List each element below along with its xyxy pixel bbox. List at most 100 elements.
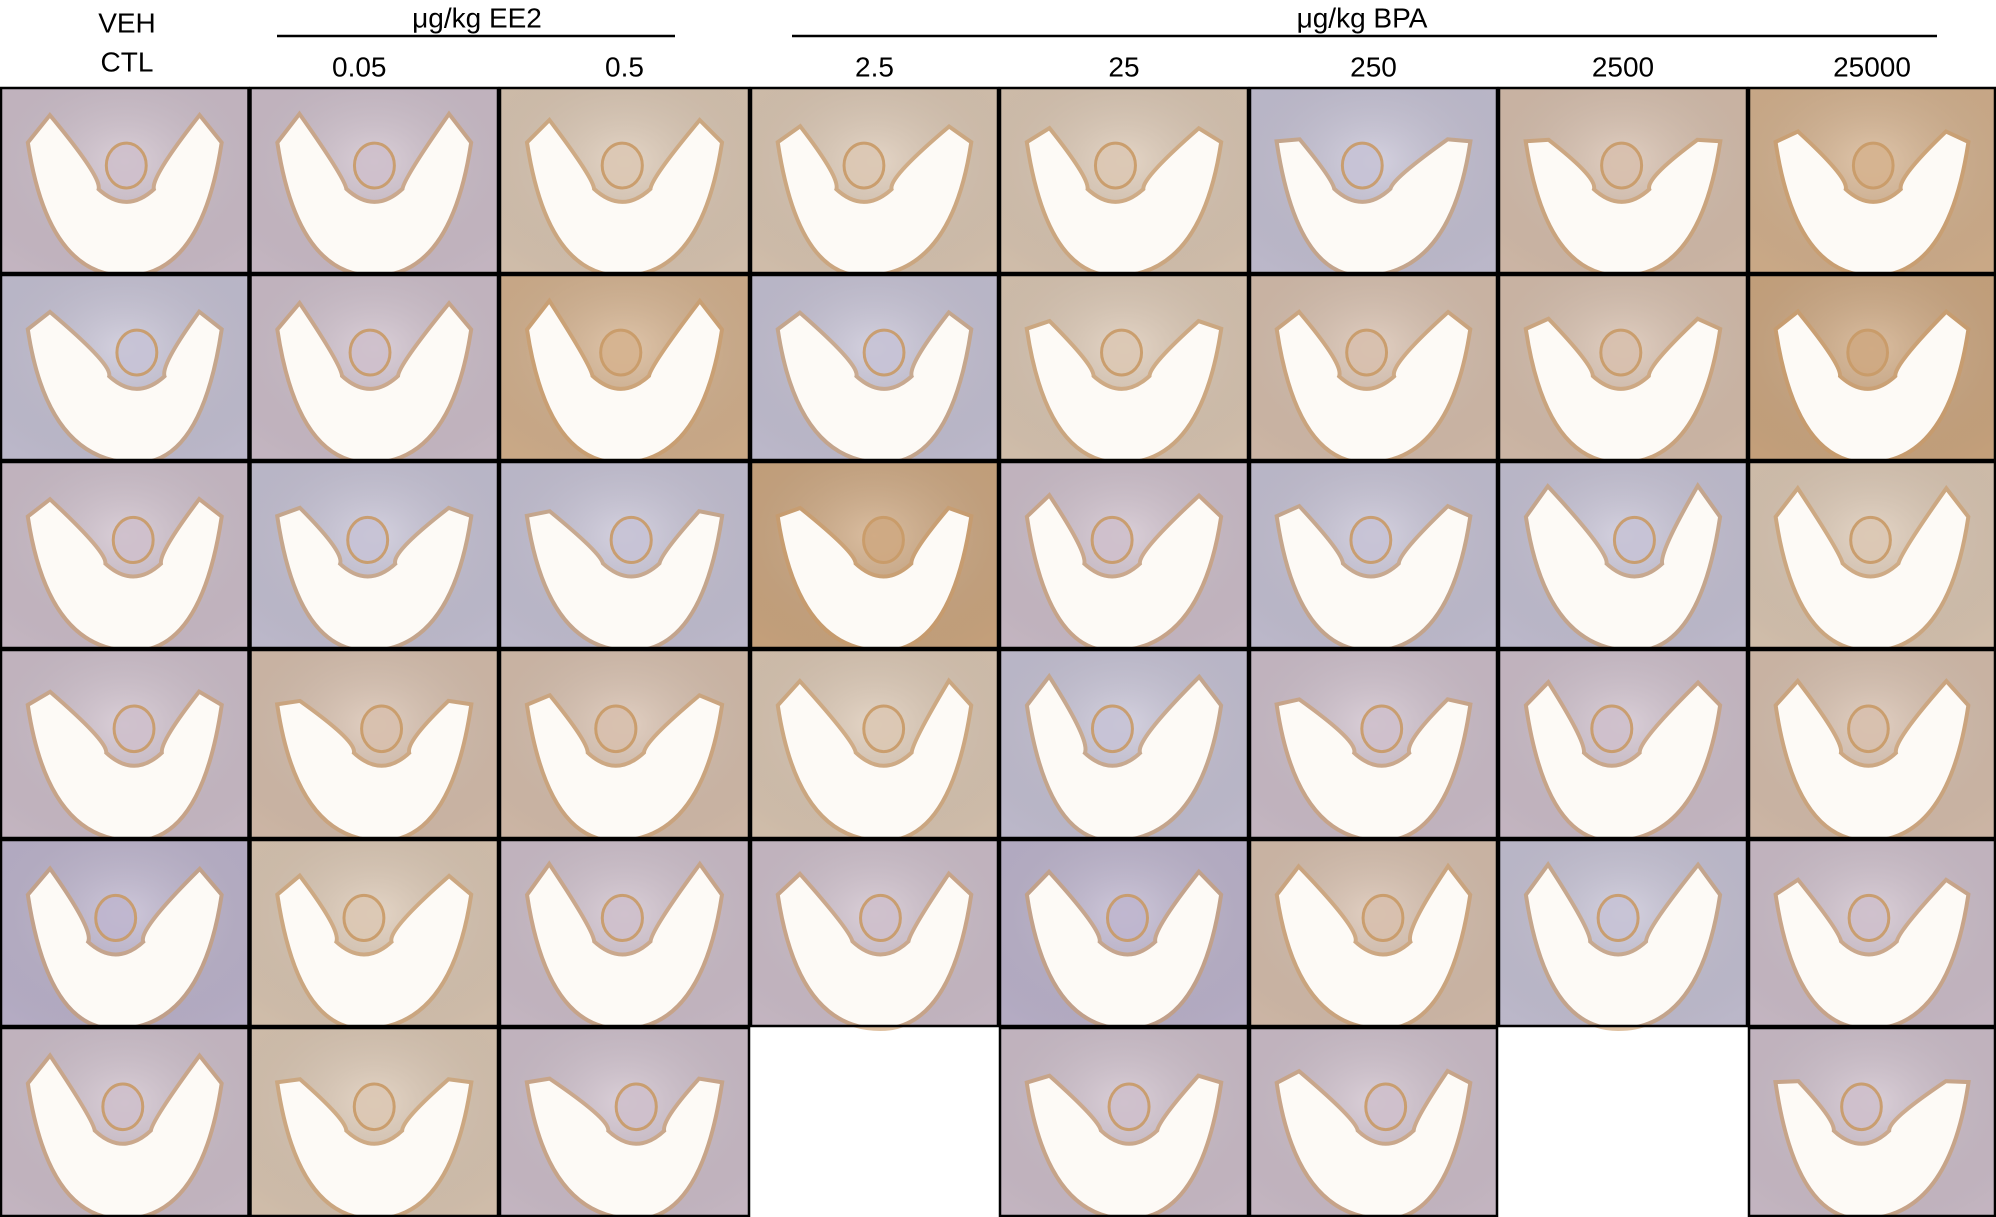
papilla bbox=[113, 517, 153, 562]
papilla bbox=[601, 330, 641, 375]
papilla bbox=[1598, 895, 1638, 940]
dose-label: 25 bbox=[1108, 51, 1139, 82]
papilla bbox=[117, 330, 157, 375]
micrograph bbox=[0, 839, 250, 1027]
micrograph bbox=[250, 649, 500, 839]
micrograph bbox=[999, 839, 1249, 1027]
papilla bbox=[1102, 330, 1142, 375]
micrograph bbox=[0, 87, 250, 274]
papilla bbox=[348, 517, 388, 562]
micrograph bbox=[1498, 461, 1748, 649]
micrograph bbox=[1498, 649, 1748, 839]
papilla bbox=[1853, 143, 1893, 188]
micrograph bbox=[1748, 839, 1996, 1027]
papilla bbox=[1851, 517, 1891, 562]
micrograph bbox=[999, 274, 1249, 461]
papilla bbox=[354, 1084, 394, 1130]
papilla bbox=[602, 143, 642, 188]
micrograph bbox=[1748, 461, 1996, 649]
papilla bbox=[1109, 1084, 1149, 1130]
papilla bbox=[1601, 330, 1641, 375]
micrograph bbox=[750, 461, 999, 649]
papilla bbox=[1107, 895, 1147, 940]
control-label: CTL bbox=[101, 46, 154, 77]
micrograph bbox=[1498, 274, 1748, 461]
papilla bbox=[1614, 517, 1654, 562]
micrograph bbox=[250, 461, 500, 649]
papilla bbox=[1363, 895, 1403, 940]
dose-label: 2500 bbox=[1592, 51, 1654, 82]
papilla bbox=[96, 895, 136, 940]
control-label: VEH bbox=[98, 7, 156, 38]
papilla bbox=[1848, 330, 1888, 375]
papilla bbox=[350, 330, 390, 375]
micrograph bbox=[250, 87, 500, 274]
papilla bbox=[1092, 706, 1132, 752]
micrograph bbox=[499, 649, 750, 839]
micrograph bbox=[999, 649, 1249, 839]
micrograph bbox=[750, 649, 999, 839]
papilla bbox=[1592, 706, 1632, 752]
micrograph bbox=[999, 87, 1249, 274]
papilla bbox=[864, 330, 904, 375]
micrograph bbox=[499, 839, 750, 1027]
micrograph bbox=[1249, 1027, 1498, 1217]
papilla bbox=[1849, 895, 1889, 940]
papilla bbox=[616, 1084, 656, 1130]
micrograph bbox=[0, 461, 250, 649]
dose-label: 25000 bbox=[1833, 51, 1911, 82]
micrograph bbox=[1249, 649, 1498, 839]
micrograph bbox=[999, 461, 1249, 649]
papilla bbox=[1351, 517, 1391, 562]
micrograph bbox=[1748, 274, 1996, 461]
micrograph bbox=[1748, 1027, 1996, 1217]
dose-label: 2.5 bbox=[855, 51, 894, 82]
micrograph bbox=[1498, 839, 1748, 1027]
papilla bbox=[103, 1084, 143, 1130]
papilla bbox=[114, 706, 154, 752]
papilla bbox=[596, 706, 636, 752]
papilla bbox=[1366, 1084, 1406, 1130]
micrograph bbox=[499, 461, 750, 649]
micrograph bbox=[1748, 87, 1996, 274]
papilla bbox=[602, 895, 642, 940]
dose-label: 250 bbox=[1350, 51, 1397, 82]
papilla bbox=[344, 895, 384, 940]
dose-label: 0.5 bbox=[605, 51, 644, 82]
micrograph bbox=[1249, 274, 1498, 461]
micrograph bbox=[0, 274, 250, 461]
papilla bbox=[861, 895, 901, 940]
micrograph bbox=[1249, 87, 1498, 274]
micrograph bbox=[499, 87, 750, 274]
papilla bbox=[362, 706, 402, 752]
micrograph bbox=[499, 1027, 750, 1217]
micrograph bbox=[750, 274, 999, 461]
micrograph bbox=[1748, 649, 1996, 839]
micrograph bbox=[250, 1027, 500, 1217]
papilla bbox=[1362, 706, 1402, 752]
papilla bbox=[1342, 143, 1382, 188]
papilla bbox=[844, 143, 884, 188]
papilla bbox=[106, 143, 146, 188]
papilla bbox=[864, 706, 904, 752]
papilla bbox=[354, 143, 394, 188]
papilla bbox=[1602, 143, 1642, 188]
papilla bbox=[1842, 1084, 1882, 1130]
papilla bbox=[1095, 143, 1135, 188]
micrograph bbox=[250, 839, 500, 1027]
micrograph bbox=[250, 274, 500, 461]
micrograph bbox=[999, 1027, 1249, 1217]
micrograph bbox=[1249, 461, 1498, 649]
papilla bbox=[611, 517, 651, 562]
micrograph bbox=[1498, 87, 1748, 274]
figure: VEH CTL μg/kg EE2 μg/kg BPA 0.050.52.525… bbox=[0, 0, 1996, 1217]
papilla bbox=[1347, 330, 1387, 375]
papilla bbox=[1849, 706, 1889, 752]
micrograph bbox=[750, 839, 999, 1027]
dose-label: 0.05 bbox=[332, 51, 387, 82]
papilla bbox=[864, 517, 904, 562]
micrograph bbox=[0, 649, 250, 839]
micrograph bbox=[750, 87, 999, 274]
micrograph bbox=[1249, 839, 1498, 1027]
group-label: μg/kg BPA bbox=[1297, 2, 1428, 33]
